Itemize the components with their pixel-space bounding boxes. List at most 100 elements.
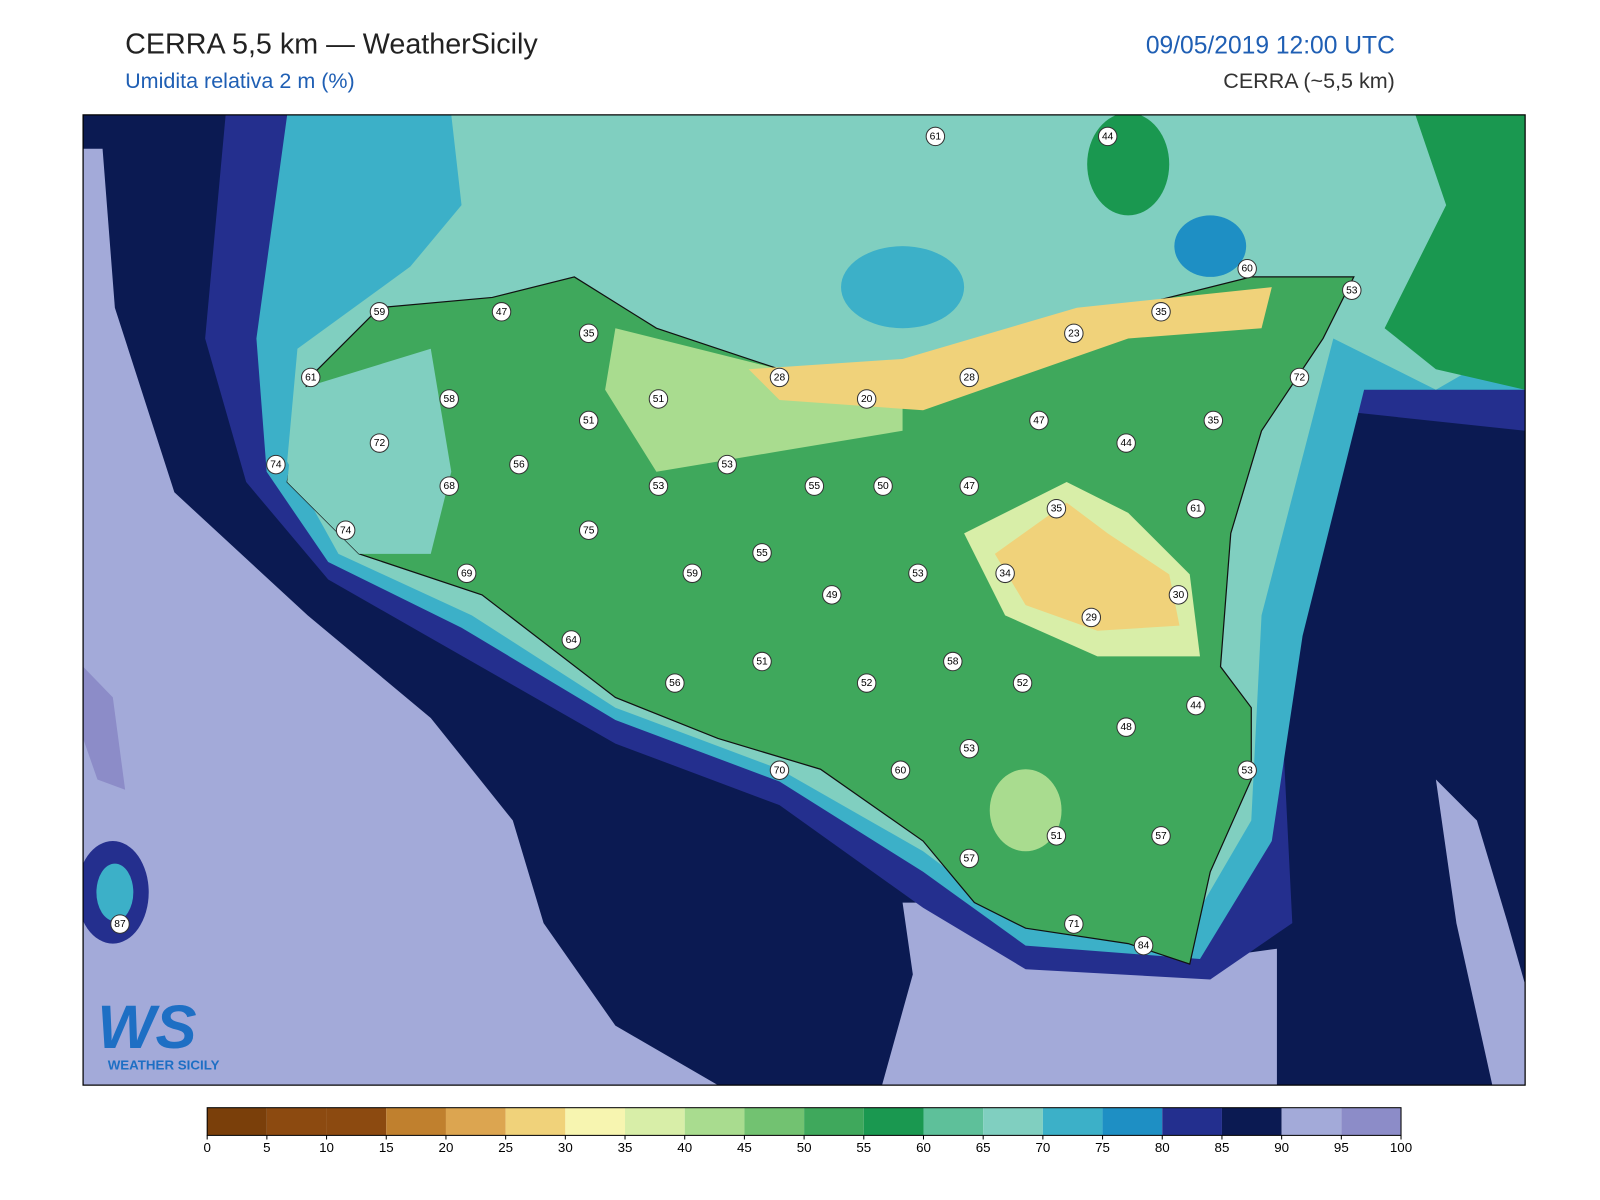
area-light	[605, 328, 903, 472]
colorbar-bin	[505, 1107, 566, 1136]
station-marker	[456, 563, 477, 584]
station-value: 61	[1190, 504, 1202, 515]
station: 61	[1186, 498, 1206, 519]
colorbar-tick-label: 65	[976, 1140, 991, 1155]
area-dry	[748, 287, 1272, 411]
colorbar-tick-label: 25	[498, 1140, 513, 1155]
station-value: 60	[1241, 264, 1253, 275]
station-value: 52	[1017, 678, 1029, 689]
station: 57	[1151, 826, 1171, 846]
station-value: 53	[653, 481, 665, 492]
station-marker	[1237, 760, 1257, 780]
station: 30	[1168, 585, 1189, 605]
station-value: 56	[669, 678, 681, 689]
station-marker	[1046, 498, 1067, 519]
station-marker	[1116, 433, 1136, 453]
station: 47	[491, 302, 512, 322]
colorbar-bin	[1221, 1107, 1282, 1136]
station: 28	[959, 367, 979, 388]
station-value: 28	[964, 372, 976, 383]
station-value: 75	[583, 525, 595, 536]
station-value: 44	[1120, 438, 1132, 449]
station: 23	[1064, 323, 1084, 344]
station: 60	[1237, 258, 1257, 279]
station-marker	[959, 476, 979, 496]
sea-violet	[83, 666, 126, 790]
station: 84	[1133, 935, 1154, 956]
station-marker	[578, 323, 599, 344]
colorbar-bin	[744, 1107, 805, 1136]
station: 53	[1342, 280, 1362, 300]
station: 28	[769, 367, 790, 388]
station: 61	[301, 367, 321, 388]
station-value: 56	[513, 460, 525, 471]
station-marker	[1081, 607, 1102, 628]
colorbar-bin	[684, 1107, 745, 1136]
station: 35	[1046, 498, 1067, 519]
station-marker	[335, 520, 356, 540]
island-ring	[96, 863, 134, 922]
colorbar-tick-label: 0	[203, 1140, 210, 1155]
sea-cyan	[841, 246, 965, 329]
station-marker	[439, 389, 459, 409]
colorbar-tick-label: 20	[439, 1140, 454, 1155]
station-marker	[578, 520, 599, 540]
station: 44	[1116, 433, 1136, 453]
station: 58	[943, 651, 963, 672]
colorbar-tick-label: 70	[1035, 1140, 1050, 1155]
station: 59	[369, 302, 390, 322]
station-marker	[856, 673, 877, 693]
sea-lavender	[83, 148, 718, 1086]
sea-lavender	[1435, 779, 1526, 1086]
station: 64	[561, 630, 582, 650]
station-marker	[1097, 126, 1118, 147]
colorbar-bin	[863, 1107, 924, 1136]
area-light	[989, 769, 1062, 852]
colorbar-bin	[1042, 1107, 1103, 1136]
station: 57	[959, 848, 979, 869]
area-dry	[994, 502, 1180, 631]
station: 44	[1186, 695, 1206, 716]
colorbar-tick-label: 5	[263, 1140, 270, 1155]
station-value: 47	[1033, 416, 1045, 427]
station-value: 51	[583, 416, 595, 427]
colorbar-bin	[1162, 1107, 1222, 1136]
station: 48	[1116, 717, 1136, 737]
station-value: 51	[653, 394, 665, 405]
station-value: 70	[774, 765, 786, 776]
colorbar-tick-label: 75	[1095, 1140, 1110, 1155]
station-marker	[943, 651, 963, 672]
station: 49	[822, 585, 842, 605]
station-value: 29	[1086, 612, 1098, 623]
colorbar: 0 5 10 15 20 25 30 35 40 45 50 55 60 65 70 75 80 85 90 95 10…	[203, 1107, 1412, 1155]
logo-name: WEATHER SICILY	[108, 1058, 220, 1073]
station: 61	[925, 126, 946, 147]
station-value: 28	[774, 372, 786, 383]
station: 69	[456, 563, 477, 584]
station-marker	[1064, 914, 1084, 934]
station-value: 23	[1068, 328, 1080, 339]
colorbar-tick-label: 50	[797, 1140, 812, 1155]
station-value: 61	[305, 372, 317, 383]
colorbar-bin	[1281, 1107, 1342, 1136]
colorbar-bin	[326, 1107, 387, 1136]
station: 75	[578, 520, 599, 540]
station: 74	[266, 454, 286, 475]
station-value: 84	[1138, 941, 1150, 952]
sea-lavender	[882, 902, 1277, 1086]
logo: WS WEATHER SICILY	[97, 993, 219, 1073]
station-marker	[1064, 323, 1084, 344]
station: 72	[1289, 367, 1310, 388]
station-value: 47	[964, 481, 976, 492]
colorbar-tick-label: 100	[1390, 1140, 1412, 1155]
model-label: CERRA (~5,5 km)	[1223, 69, 1395, 93]
map	[83, 114, 1526, 1086]
station: 58	[439, 389, 459, 409]
station-marker	[1012, 673, 1033, 693]
station-marker	[959, 367, 979, 388]
subtitle: Umidita relativa 2 m (%)	[125, 69, 355, 93]
station-value: 53	[964, 744, 976, 755]
station: 51	[752, 651, 772, 672]
colorbar-tick-label: 95	[1334, 1140, 1349, 1155]
